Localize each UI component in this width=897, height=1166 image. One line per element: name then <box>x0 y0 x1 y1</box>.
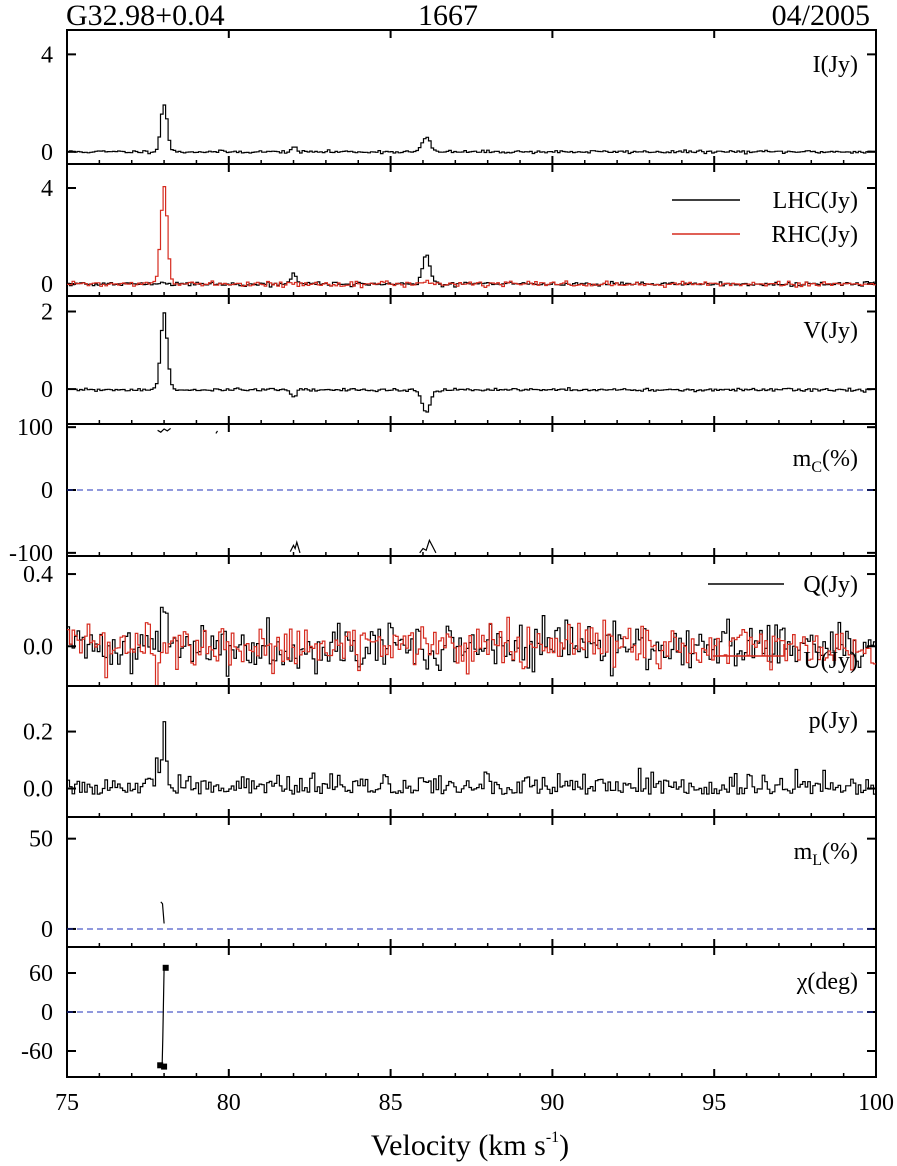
fragment-mc-3 <box>419 538 437 554</box>
y-tick-label: 0 <box>41 272 53 298</box>
panels: 04 I(Jy)04 LHC(Jy)RHC(Jy)02V(Jy)1000-100mC… <box>9 29 877 1078</box>
panel-frame <box>66 29 877 165</box>
y-tick-label: 0 <box>41 377 53 403</box>
series-V-0 <box>67 312 876 413</box>
panel-label: p(Jy) <box>809 708 858 734</box>
legend-swatch <box>713 644 785 657</box>
y-tick-label: -60 <box>21 1039 53 1065</box>
panel-QU: 0.4 0.0 Q(Jy) U(Jy) <box>23 555 877 687</box>
x-axis: 75 80 85 90 95 100 <box>55 1090 894 1116</box>
x-tick-label: 95 <box>702 1090 726 1116</box>
x-tick-label: 90 <box>540 1090 564 1116</box>
fragment-mc-2 <box>289 540 301 554</box>
frequency-label: 1667 <box>418 0 478 32</box>
x-axis-label-text: Velocity (km s <box>371 1129 546 1162</box>
panel-label: mC(%) <box>793 446 858 476</box>
fragment-mc-0 <box>157 427 171 433</box>
x-axis-label-end: ) <box>559 1129 569 1162</box>
fragment-mL-0 <box>160 901 165 924</box>
data-marker <box>162 964 169 971</box>
source-name: G32.98+0.04 <box>66 0 225 32</box>
x-axis-label: Velocity (km s-1) <box>371 1129 569 1162</box>
x-tick-label: 85 <box>379 1090 403 1116</box>
y-tick-label: -100 <box>9 541 53 567</box>
panel-frame <box>66 163 877 297</box>
legend-label: U(Jy) <box>803 648 858 674</box>
series-I-0 <box>67 104 876 155</box>
y-tick-label: 100 <box>17 415 53 441</box>
panel-label: V(Jy) <box>803 318 858 344</box>
panel-LR: 0 4 LHC(Jy) RHC(Jy) <box>41 163 877 298</box>
y-tick-label: 0 <box>41 917 53 943</box>
data-marker <box>157 1062 164 1069</box>
y-tick-label: 0 <box>41 140 53 166</box>
y-tick-label: 4 <box>41 176 53 202</box>
legend-label: Q(Jy) <box>803 572 858 598</box>
y-tick-label: 4 <box>41 42 53 68</box>
panel-label: χ(deg) <box>796 969 858 995</box>
y-tick-label: 0.4 <box>23 562 53 588</box>
legend-label: RHC(Jy) <box>771 222 858 248</box>
panel-mL: 50 0 mL(%) <box>29 816 877 948</box>
y-tick-label: 0 <box>41 478 53 504</box>
epoch-label: 04/2005 <box>772 0 870 32</box>
panel-mc: 100 0 -100 mC(%) <box>9 415 877 567</box>
panel-I: 0 4 I(Jy) <box>41 29 877 166</box>
panel-frame <box>66 555 877 687</box>
panel-label: I(Jy) <box>813 52 858 78</box>
series-p-0 <box>67 721 876 795</box>
legend-label: LHC(Jy) <box>773 188 858 214</box>
y-tick-label: 0.2 <box>23 720 53 746</box>
panel-frame <box>66 685 877 818</box>
y-tick-label: 0.0 <box>23 777 53 803</box>
panel-label: mL(%) <box>794 839 858 869</box>
fragment-mc-1 <box>215 430 219 434</box>
x-tick-label: 75 <box>55 1090 79 1116</box>
x-axis-label-sup: -1 <box>546 1129 559 1146</box>
x-tick-label: 100 <box>858 1090 894 1116</box>
panel-chi: 60 0 -60 χ(deg) <box>21 946 877 1078</box>
panel-frame <box>66 295 877 425</box>
series-QU-1 <box>67 616 876 686</box>
data-marker <box>161 1063 168 1070</box>
panel-p: 0.2 0.0 p(Jy) <box>23 685 877 818</box>
y-tick-label: 0 <box>41 1000 53 1026</box>
x-tick-label: 80 <box>217 1090 241 1116</box>
fragment-chi-0 <box>161 967 165 1068</box>
panel-frame <box>66 816 877 948</box>
panel-V: 0 2 V(Jy) <box>41 295 877 425</box>
y-tick-label: 60 <box>29 961 53 987</box>
y-tick-label: 0.0 <box>23 634 53 660</box>
y-tick-label: 2 <box>41 300 53 326</box>
y-tick-label: 50 <box>29 827 53 853</box>
series-LR-1 <box>67 186 876 289</box>
